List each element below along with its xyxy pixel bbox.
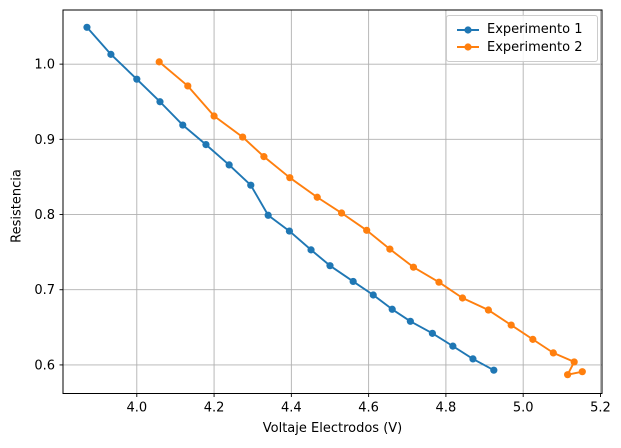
series-2-marker bbox=[564, 371, 572, 379]
series-2-marker bbox=[386, 245, 394, 253]
x-axis-label: Voltaje Electrodos (V) bbox=[262, 421, 403, 436]
series-1-marker bbox=[225, 161, 233, 169]
series-1-marker bbox=[428, 329, 436, 337]
series-2-marker bbox=[337, 209, 346, 217]
series-1-marker bbox=[156, 98, 164, 106]
y-tick-label: 0.7 bbox=[34, 283, 55, 298]
series-1-marker bbox=[264, 211, 272, 219]
x-tick-label: 4.2 bbox=[204, 401, 225, 416]
series-1-marker bbox=[388, 305, 396, 313]
series-2-marker bbox=[210, 112, 218, 120]
series-2-marker bbox=[155, 58, 163, 66]
series-1-marker bbox=[83, 23, 91, 31]
series-1-marker bbox=[179, 121, 187, 129]
series-line-2 bbox=[158, 60, 584, 376]
series-2-marker bbox=[286, 174, 294, 182]
series-2-marker bbox=[363, 226, 371, 234]
x-tick-label: 4.0 bbox=[126, 401, 147, 416]
series-2-marker bbox=[260, 153, 268, 161]
series-1-marker bbox=[406, 317, 414, 325]
series-2-marker bbox=[578, 368, 586, 376]
y-tick-label: 0.9 bbox=[34, 133, 55, 148]
x-tick-label: 4.4 bbox=[281, 401, 302, 416]
series-1-marker bbox=[449, 342, 457, 350]
legend-line-sample-2 bbox=[457, 43, 479, 51]
series-2-marker bbox=[507, 321, 515, 329]
series-2-marker bbox=[484, 306, 493, 314]
series-2-marker bbox=[549, 349, 557, 357]
legend-label-experimento-1: Experimento 1 bbox=[487, 22, 583, 38]
series-1-marker bbox=[369, 291, 377, 299]
series-line-1 bbox=[86, 26, 495, 372]
series-2-marker bbox=[409, 263, 418, 271]
series-2-marker bbox=[435, 278, 443, 286]
series-2-marker bbox=[570, 358, 578, 366]
y-tick-label: 1.0 bbox=[34, 58, 55, 73]
y-tick-label: 0.6 bbox=[34, 358, 55, 373]
plot-area bbox=[63, 10, 602, 394]
axes-spines bbox=[62, 9, 603, 394]
series-1-marker bbox=[469, 355, 477, 363]
series-2-marker bbox=[458, 294, 467, 302]
series-1-marker bbox=[133, 75, 141, 83]
series-2-marker bbox=[313, 193, 321, 201]
y-tick-label: 0.8 bbox=[34, 208, 55, 223]
legend-label-experimento-2: Experimento 2 bbox=[487, 39, 583, 55]
series-1-marker bbox=[247, 181, 255, 189]
x-tick-label: 4.8 bbox=[436, 401, 457, 416]
series-1-marker bbox=[107, 50, 115, 58]
y-axis-label: Resistencia bbox=[9, 169, 25, 243]
series-2-marker bbox=[184, 82, 192, 90]
series-2-marker bbox=[239, 133, 247, 141]
series-2-marker bbox=[529, 335, 537, 343]
legend-line-sample-1 bbox=[457, 26, 479, 34]
series-1-marker bbox=[349, 277, 357, 286]
legend: Experimento 1 Experimento 2 bbox=[446, 15, 598, 62]
series-1-marker bbox=[490, 366, 498, 374]
x-tick-label: 5.2 bbox=[590, 401, 611, 416]
x-tick-label: 4.6 bbox=[358, 401, 379, 416]
series-1-marker bbox=[326, 262, 334, 270]
series-1-marker bbox=[285, 227, 294, 235]
legend-entry-experimento-2: Experimento 2 bbox=[456, 39, 591, 56]
series-1-marker bbox=[202, 141, 210, 149]
series-1-marker bbox=[307, 246, 315, 254]
legend-entry-experimento-1: Experimento 1 bbox=[456, 21, 591, 38]
x-tick-label: 5.0 bbox=[513, 401, 534, 416]
